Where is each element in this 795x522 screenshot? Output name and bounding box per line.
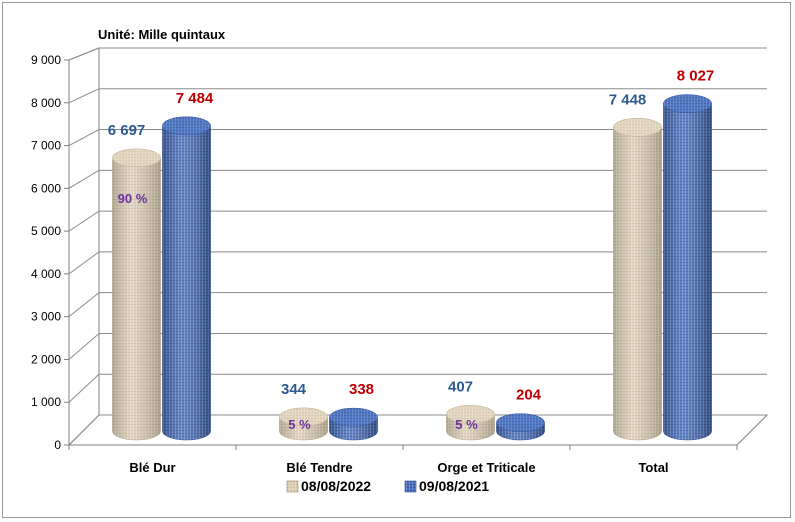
data-label: 344 (281, 381, 307, 398)
gridline (68, 47, 767, 61)
y-tick-label: 1 000 (31, 395, 61, 409)
bar-1-1 (112, 148, 161, 441)
percent-label: 90 % (118, 191, 148, 206)
gridline (68, 210, 767, 232)
gridline (68, 373, 767, 403)
x-tick-label: Blé Dur (129, 460, 175, 475)
y-tick-label: 3 000 (31, 310, 61, 324)
legend-swatch-series-1 (286, 480, 299, 493)
bar-top-texture (446, 405, 495, 424)
bar-top-texture (279, 407, 328, 426)
bar-top-texture (162, 116, 211, 135)
bar-top-texture (496, 413, 545, 432)
data-label: 338 (349, 381, 374, 398)
bar-2-3 (496, 413, 545, 441)
legend-label-series-1: 08/08/2022 (301, 478, 371, 494)
legend-swatch-series-2 (404, 480, 417, 493)
bar-1-2 (279, 407, 328, 441)
gridline (68, 292, 767, 318)
percent-label: 5 % (288, 417, 311, 432)
legend-item-series-1: 08/08/2022 (286, 478, 371, 494)
bar-top-texture (112, 148, 161, 167)
bar-top-texture (663, 94, 712, 113)
bar-2-1 (162, 116, 211, 441)
y-tick-label: 5 000 (31, 224, 61, 238)
legend: 08/08/2022 09/08/2021 (286, 478, 489, 494)
bar-2-4 (663, 94, 712, 441)
bar-shade (162, 125, 211, 440)
y-tick-label: 8 000 (31, 96, 61, 110)
y-tick-label: 7 000 (31, 139, 61, 153)
y-tick-label: 6 000 (31, 181, 61, 195)
gridlines (68, 47, 767, 446)
gridline (68, 332, 767, 360)
data-label: 6 697 (108, 122, 146, 139)
gridline (68, 169, 767, 189)
gridline (68, 129, 767, 146)
x-tick-label: Total (638, 460, 668, 475)
y-tick-label: 2 000 (31, 352, 61, 366)
gridline (68, 88, 767, 104)
bar-top-texture (613, 118, 662, 137)
y-tick-label: 0 (54, 438, 61, 452)
legend-item-series-2: 09/08/2021 (404, 478, 489, 494)
data-label: 7 448 (609, 91, 647, 108)
bars: 6 697 7 484 90 % 344 338 5 % 407 204 5 % 7 448 8 0… (108, 68, 715, 441)
bar-1-3 (446, 405, 495, 441)
percent-label: 5 % (455, 417, 478, 432)
x-tick-label: Blé Tendre (286, 460, 352, 475)
data-label: 204 (516, 387, 542, 404)
data-label: 407 (448, 378, 473, 395)
data-label: 7 484 (176, 90, 214, 107)
legend-label-series-2: 09/08/2021 (419, 478, 489, 494)
bar-1-4 (613, 117, 662, 441)
bar-shade (663, 103, 712, 440)
data-label: 8 027 (677, 68, 715, 85)
bar-shade (112, 157, 161, 440)
y-axis: 0 1 000 2 000 3 000 4 000 5 000 6 000 7 000 8 00… (31, 53, 70, 452)
side-wall (68, 47, 100, 447)
unit-label: Unité: Mille quintaux (98, 27, 226, 42)
y-tick-label: 9 000 (31, 53, 61, 67)
bar-top-texture (329, 408, 378, 427)
x-axis: Blé Dur Blé Tendre Orge et Triticale Total (68, 444, 738, 475)
gridline (68, 414, 767, 446)
bar-2-2 (329, 407, 378, 441)
gridline (68, 251, 767, 275)
plot-walls (67, 47, 769, 447)
y-tick-label: 4 000 (31, 267, 61, 281)
bar-shade (613, 127, 662, 440)
x-tick-label: Orge et Triticale (437, 460, 535, 475)
